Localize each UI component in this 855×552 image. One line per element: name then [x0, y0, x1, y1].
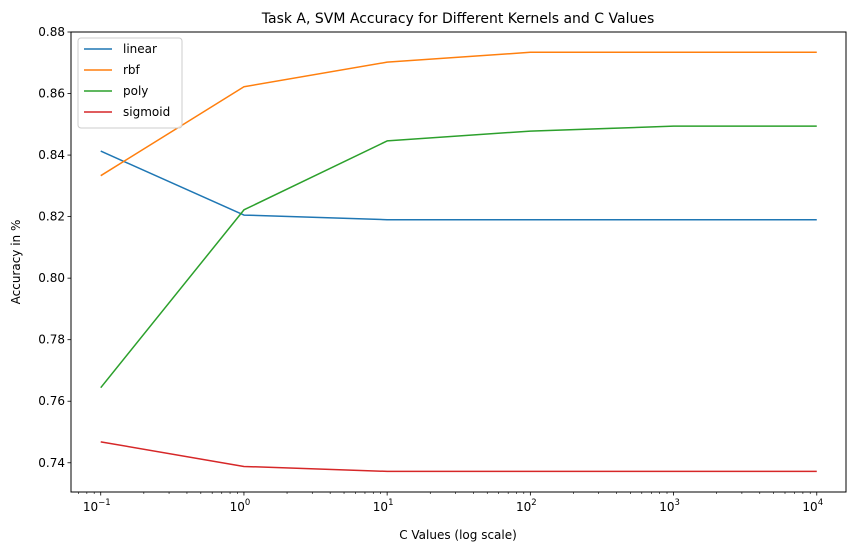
series-lines: [100, 51, 817, 473]
legend-box: [77, 37, 183, 129]
chart-title: Task A, SVM Accuracy for Different Kerne…: [261, 11, 655, 27]
legend-label-poly: poly: [123, 84, 148, 98]
x-tick-base: 10: [83, 500, 98, 514]
x-tick-label: 100: [230, 498, 251, 514]
x-axis-label: C Values (log scale): [399, 528, 517, 542]
x-tick-label: 104: [802, 498, 823, 514]
x-tick-base: 10: [516, 500, 531, 514]
y-tick-label: 0.82: [38, 210, 65, 224]
x-tick-label: 101: [373, 498, 394, 514]
y-tick-label: 0.86: [38, 87, 65, 101]
y-tick-label: 0.80: [38, 271, 65, 285]
plot-frame: [70, 31, 847, 493]
x-tick-label: 102: [516, 498, 537, 514]
x-tick-exponent: 2: [531, 498, 536, 508]
series-line-poly: [100, 125, 817, 389]
y-tick-label: 0.88: [38, 25, 65, 39]
series-line-rbf: [100, 51, 817, 177]
series-line-linear: [100, 150, 817, 221]
x-tick-exponent: 4: [818, 498, 823, 508]
legend: linear rbf poly sigmoid: [77, 37, 183, 129]
legend-label-rbf: rbf: [123, 63, 141, 77]
y-axis-label: Accuracy in %: [9, 220, 23, 305]
x-tick-exponent: 3: [674, 498, 679, 508]
y-tick-label: 0.78: [38, 333, 65, 347]
legend-label-sigmoid: sigmoid: [123, 105, 170, 119]
x-tick-base: 10: [659, 500, 674, 514]
y-tick-label: 0.74: [38, 456, 65, 470]
y-tick-label: 0.76: [38, 394, 65, 408]
x-tick-base: 10: [373, 500, 388, 514]
x-tick-exponent: −1: [98, 498, 111, 508]
x-tick-exponent: 1: [388, 498, 393, 508]
x-tick-label: 10−1: [83, 498, 111, 514]
x-tick-base: 10: [802, 500, 817, 514]
series-line-sigmoid: [100, 441, 817, 473]
x-tick-exponent: 0: [245, 498, 250, 508]
x-tick-base: 10: [230, 500, 245, 514]
x-tick-label: 103: [659, 498, 680, 514]
y-tick-label: 0.84: [38, 148, 65, 162]
legend-label-linear: linear: [123, 42, 157, 56]
